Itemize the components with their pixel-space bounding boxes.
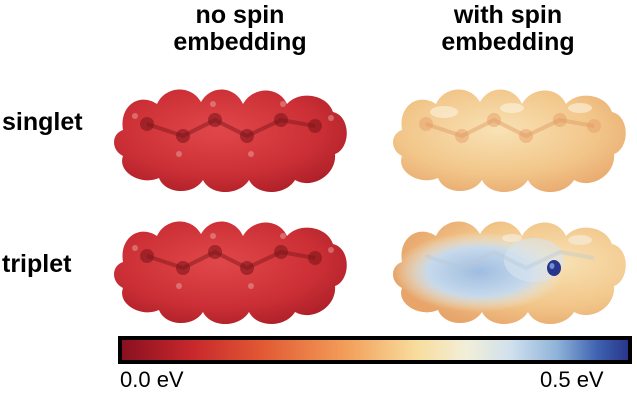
colorbar-max-label: 0.5 eV bbox=[540, 367, 604, 392]
row-label-triplet: triplet bbox=[2, 250, 72, 278]
column-title-with-spin: with spin embedding bbox=[398, 2, 618, 56]
column-title-line1: with spin bbox=[453, 1, 563, 29]
colorbar bbox=[118, 336, 632, 364]
row-label-singlet: singlet bbox=[2, 108, 83, 136]
molecule-surface-triplet-with-spin bbox=[393, 221, 626, 324]
molecule-surface-singlet-no-spin bbox=[114, 89, 347, 192]
molecule-surface-triplet-no-spin bbox=[114, 221, 347, 324]
column-title-line2: embedding bbox=[173, 28, 307, 56]
colorbar-min-label: 0.0 eV bbox=[120, 367, 184, 392]
column-title-no-spin: no spin embedding bbox=[130, 2, 350, 56]
molecule-surface-singlet-with-spin bbox=[393, 89, 626, 192]
column-title-line1: no spin bbox=[195, 1, 285, 29]
column-title-line2: embedding bbox=[441, 28, 575, 56]
